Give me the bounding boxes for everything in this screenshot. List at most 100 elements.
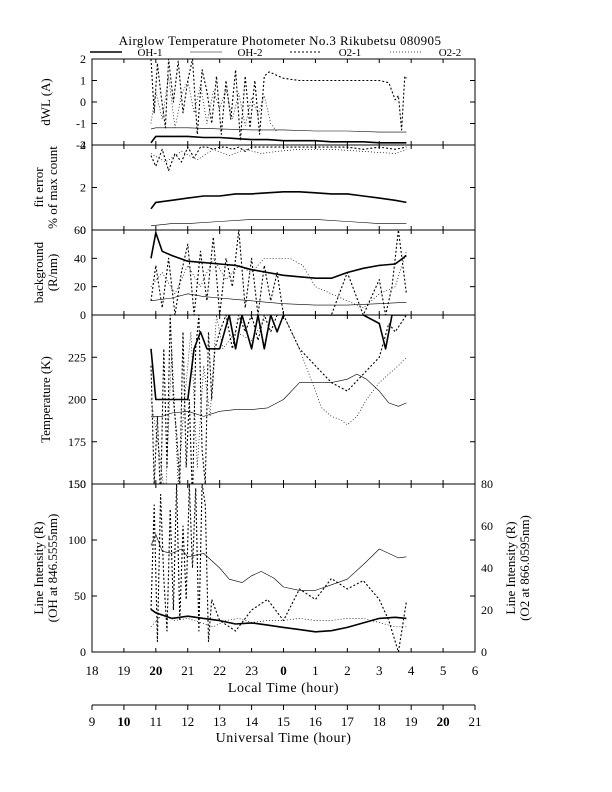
y-tick-label: 225 — [68, 350, 86, 364]
legend-item: O2-1 — [290, 47, 361, 59]
x-tick-label: 20 — [149, 663, 162, 678]
y-ticks: -2 -1 0 1 2 — [76, 52, 476, 152]
series-oh-2-line — [150, 534, 407, 591]
series-o2-1-line — [150, 59, 407, 142]
y-right-tick-label: 40 — [481, 561, 493, 575]
x-tick-label: 15 — [277, 714, 290, 729]
series-group — [150, 59, 407, 144]
y-right-tick-label: 20 — [481, 603, 493, 617]
x-axis-label: Local Time (hour) — [228, 681, 339, 696]
x-tick-label: 5 — [440, 663, 447, 678]
y-tick-label: 150 — [68, 477, 86, 491]
series-oh-1-line — [150, 191, 407, 210]
y-tick-label: 0 — [80, 223, 86, 237]
y-tick-label: 175 — [68, 435, 86, 449]
panel-dwl: -2 -1 0 1 2 dWL (A) — [38, 52, 476, 152]
x-tick-label: 18 — [86, 663, 99, 678]
x-tick-label: 23 — [245, 663, 258, 678]
y-axis-label: Temperature (K) — [38, 356, 53, 443]
series-oh-2-line — [150, 293, 407, 306]
x-tick-label: 10 — [117, 714, 130, 729]
y-axis-label: background(R/nm) — [31, 241, 60, 303]
x-axis-1: 9 10 11 12 13 14 15 16 17 18 19 20 21 Universal Time … — [89, 704, 482, 746]
y-tick-label: 60 — [74, 223, 86, 237]
y-right-tick-label: 80 — [481, 477, 493, 491]
series-o2-2-line — [150, 315, 407, 484]
x-tick-label: 4 — [408, 663, 415, 678]
series-oh-2-line — [150, 127, 407, 133]
series-oh-2-line — [150, 219, 407, 227]
series-oh-1-line — [150, 232, 407, 280]
series-oh-1-line — [150, 608, 407, 633]
panel-fit: 0 2 4 fit error% of max count — [31, 138, 476, 237]
y-right-axis-label: Line Intensity (R)(O2 at 866.0595nm) — [503, 515, 532, 621]
series-o2-2-line — [150, 251, 407, 309]
y-axis-label: Line Intensity (R)(OH at 846.5555nm) — [31, 514, 60, 623]
x-tick-label: 21 — [469, 714, 482, 729]
legend-label: OH-2 — [237, 47, 262, 59]
series-oh-1-line — [150, 315, 407, 401]
y-ticks: 0 20 40 60 — [74, 223, 476, 322]
x-tick-label: 1 — [312, 663, 319, 678]
chart-title: Airglow Temperature Photometer No.3 Riku… — [119, 33, 442, 48]
legend-item: OH-1 — [90, 47, 163, 59]
x-tick-label: 20 — [437, 714, 450, 729]
y-tick-label: 4 — [80, 138, 86, 152]
series-o2-2-line — [150, 75, 278, 133]
y-ticks: 0 2 4 — [80, 138, 476, 237]
legend-label: OH-1 — [137, 47, 162, 59]
x-tick-label: 9 — [89, 714, 96, 729]
y-axis-label: fit error% of max count — [31, 146, 60, 229]
x-tick-label: 2 — [344, 663, 351, 678]
series-o2-1-line — [150, 230, 407, 315]
series-o2-1-line — [150, 146, 407, 172]
y-tick-label: 2 — [80, 52, 86, 66]
y-tick-label: 20 — [74, 280, 86, 294]
y-tick-label: 200 — [68, 393, 86, 407]
x-tick-label: 0 — [280, 663, 287, 678]
x-tick-label: 21 — [181, 663, 194, 678]
y-tick-label: 40 — [74, 251, 86, 265]
y-tick-label: 0 — [80, 95, 86, 109]
y-tick-label: 50 — [74, 589, 86, 603]
x-tick-label: 19 — [117, 663, 130, 678]
y-right-tick-label: 60 — [481, 519, 493, 533]
y-tick-label: -2 — [76, 138, 86, 152]
legend-item: O2-2 — [390, 47, 461, 59]
x-tick-label: 14 — [245, 714, 259, 729]
series-o2-2-line — [150, 148, 407, 163]
y-tick-label: -1 — [76, 117, 86, 131]
x-tick-label: 22 — [213, 663, 226, 678]
legend-item: OH-2 — [190, 47, 263, 59]
x-tick-label: 6 — [472, 663, 479, 678]
panel-frame — [91, 229, 476, 316]
y-tick-label: 150 — [68, 477, 86, 491]
series-group — [150, 315, 407, 484]
y-tick-label: 2 — [80, 181, 86, 195]
y-tick-label: 0 — [80, 645, 86, 659]
x-tick-label: 12 — [181, 714, 194, 729]
series-o2-1-line — [150, 315, 407, 484]
series-group — [150, 484, 407, 652]
y-right-tick-label: 0 — [481, 645, 487, 659]
x-axis-label: Universal Time (hour) — [216, 731, 352, 746]
panel-int: 0 50 100 150 0 20 40 60 80 Line Intensity (R)(OH … — [31, 477, 532, 659]
y-tick-label: 100 — [68, 533, 86, 547]
y-tick-label: 0 — [80, 308, 86, 322]
series-oh-2-line — [151, 373, 407, 417]
x-tick-label: 17 — [341, 714, 355, 729]
y-ticks: 0 50 100 150 0 20 40 60 80 — [68, 477, 493, 659]
panel-frame — [91, 58, 476, 146]
series-group — [150, 146, 407, 227]
legend-label: O2-2 — [439, 47, 462, 59]
x-tick-label: 16 — [309, 714, 323, 729]
x-tick-label: 19 — [405, 714, 418, 729]
panel-bg: 0 20 40 60 background(R/nm) — [31, 223, 476, 322]
y-axis-label: dWL (A) — [38, 78, 53, 126]
x-tick-label: 11 — [150, 714, 163, 729]
legend-label: O2-1 — [339, 47, 362, 59]
panel-temp: 150 175 200 225 Temperature (K) — [38, 314, 476, 491]
